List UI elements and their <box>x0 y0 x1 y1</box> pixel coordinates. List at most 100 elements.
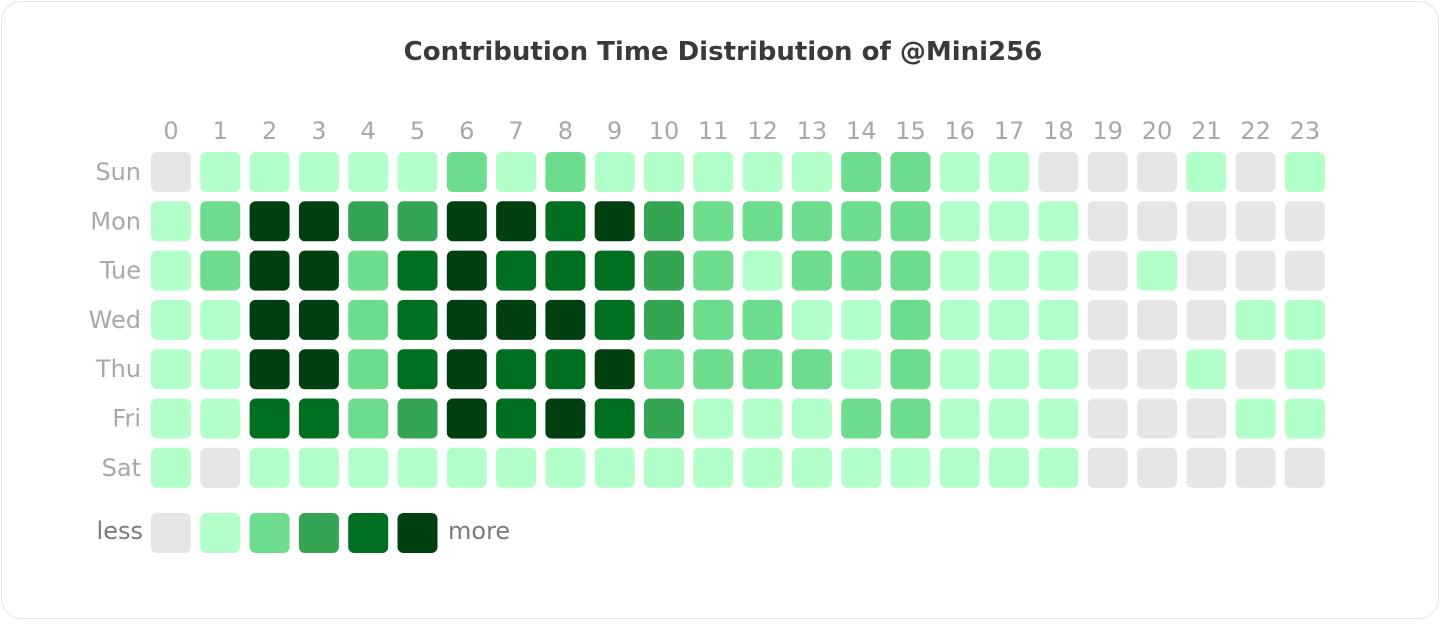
heatmap-cell <box>249 152 290 192</box>
heatmap-cell <box>446 447 487 488</box>
heatmap-cell <box>249 299 290 340</box>
hour-label: 5 <box>410 117 425 145</box>
heatmap-cell <box>693 398 734 439</box>
heatmap-cell <box>1038 250 1079 291</box>
heatmap-cell <box>644 299 684 340</box>
heatmap-cell <box>348 447 389 488</box>
heatmap-cell <box>200 447 241 488</box>
heatmap-cell <box>298 398 339 439</box>
heatmap-cell <box>1137 152 1177 192</box>
heatmap-cell <box>1235 398 1276 439</box>
heatmap-cell <box>1235 152 1276 192</box>
hour-label: 2 <box>262 117 277 145</box>
heatmap-cell <box>841 398 882 439</box>
hour-label: 4 <box>361 117 376 145</box>
heatmap-cell <box>890 398 931 439</box>
heatmap-cell <box>594 299 635 340</box>
chart-title: Contribution Time Distribution of @Mini2… <box>404 37 1043 67</box>
heatmap-cell <box>644 250 684 291</box>
heatmap-cell <box>1137 201 1177 242</box>
hour-label: 10 <box>649 117 680 145</box>
heatmap-cell <box>298 299 339 340</box>
hour-label: 6 <box>459 117 474 145</box>
heatmap-cell <box>348 349 389 390</box>
hour-label: 21 <box>1191 117 1222 145</box>
heatmap-cell <box>939 299 980 340</box>
heatmap-cell <box>890 349 931 390</box>
heatmap-cell <box>298 447 339 488</box>
heatmap-cell <box>1235 250 1276 291</box>
heatmap-cell <box>742 299 783 340</box>
heatmap-cell <box>348 201 389 242</box>
heatmap-cell <box>1038 152 1079 192</box>
hour-label: 20 <box>1142 117 1173 145</box>
heatmap-cell <box>545 349 586 390</box>
legend-swatch <box>151 513 191 553</box>
heatmap-cell <box>841 299 882 340</box>
heatmap-cell <box>200 299 241 340</box>
heatmap-cell <box>397 447 438 488</box>
heatmap-cell <box>1137 299 1177 340</box>
hour-label: 14 <box>846 117 877 145</box>
hour-label: 16 <box>945 117 976 145</box>
heatmap-cell <box>249 349 290 390</box>
heatmap-cell <box>1137 349 1177 390</box>
heatmap-cell <box>1137 447 1177 488</box>
hour-label: 11 <box>698 117 729 145</box>
heatmap-cell <box>545 299 586 340</box>
heatmap-cell <box>1087 152 1128 192</box>
heatmap-cell <box>446 152 487 192</box>
heatmap-cell <box>939 250 980 291</box>
heatmap-cell <box>496 447 537 488</box>
heatmap-cell <box>1186 250 1227 291</box>
heatmap-cell <box>791 299 832 340</box>
heatmap-cell <box>693 349 734 390</box>
heatmap-cell <box>890 152 931 192</box>
heatmap-cell <box>397 349 438 390</box>
heatmap-cell <box>594 398 635 439</box>
heatmap-cell <box>742 201 783 242</box>
heatmap-cell <box>200 201 241 242</box>
day-label: Sat <box>102 454 141 482</box>
heatmap-cell <box>841 349 882 390</box>
heatmap-cell <box>200 250 241 291</box>
day-label: Wed <box>89 306 141 334</box>
heatmap-cell <box>496 299 537 340</box>
heatmap-cell <box>1284 201 1325 242</box>
hour-label: 8 <box>558 117 573 145</box>
heatmap-cell <box>594 152 635 192</box>
heatmap-cell <box>939 447 980 488</box>
heatmap-cell <box>644 152 684 192</box>
hour-label: 13 <box>797 117 828 145</box>
legend-swatch <box>249 513 290 553</box>
heatmap-cell <box>791 152 832 192</box>
heatmap-cell <box>890 250 931 291</box>
heatmap-cell <box>1235 447 1276 488</box>
legend-swatches <box>151 513 438 553</box>
heatmap-cell <box>1186 447 1227 488</box>
heatmap-cell <box>939 201 980 242</box>
heatmap-cell <box>939 349 980 390</box>
heatmap-cell <box>397 299 438 340</box>
heatmap-cell <box>1284 299 1325 340</box>
hour-label: 12 <box>747 117 778 145</box>
heatmap-cell <box>1186 201 1227 242</box>
heatmap-cell <box>644 201 684 242</box>
legend-swatch <box>298 513 339 553</box>
heatmap-cell <box>545 250 586 291</box>
heatmap-cell <box>594 201 635 242</box>
legend-swatch <box>200 513 241 553</box>
heatmap-cell <box>545 152 586 192</box>
heatmap-cell <box>151 447 191 488</box>
heatmap-cell <box>989 349 1030 390</box>
heatmap-cell <box>249 201 290 242</box>
heatmap-cell <box>298 250 339 291</box>
heatmap-cell <box>1087 201 1128 242</box>
heatmap-cell <box>989 152 1030 192</box>
heatmap-cell <box>397 152 438 192</box>
heatmap-cell <box>446 250 487 291</box>
hour-labels: 0 1 2 3 4 5 6 7 8 9 10 11 12 13 14 15 16 17 18 19 20 21 22 23 <box>163 117 1320 145</box>
heatmap-cell <box>693 447 734 488</box>
heatmap-cell <box>1186 398 1227 439</box>
